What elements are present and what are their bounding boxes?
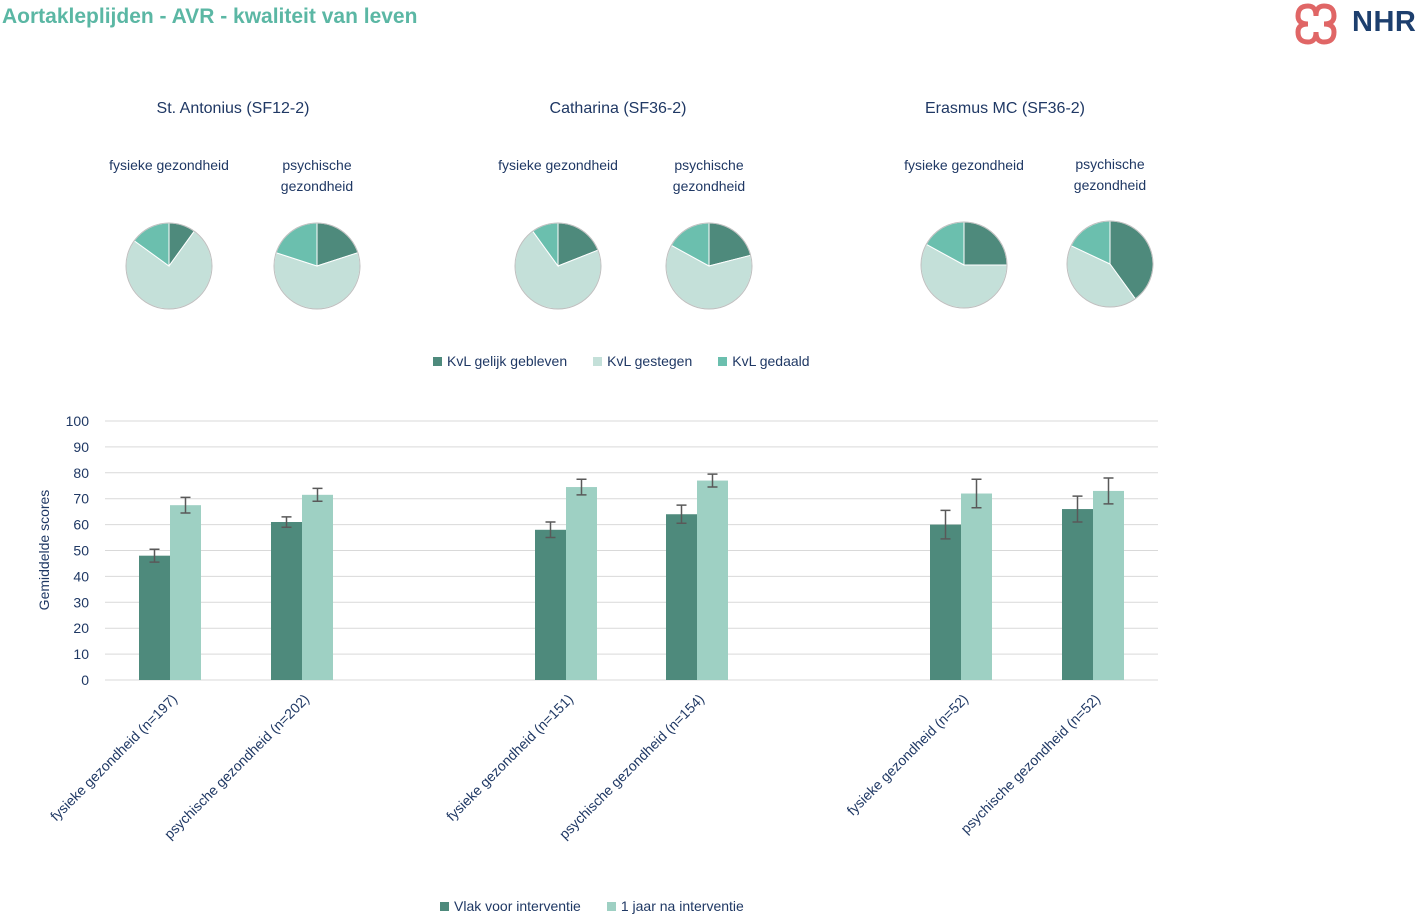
legend-label: KvL gedaald — [732, 353, 810, 369]
logo-text: NHR — [1352, 6, 1417, 38]
y-tick-label: 20 — [73, 620, 89, 636]
pie-label: fysieke gezondheid — [904, 157, 1024, 173]
y-tick-label: 10 — [73, 646, 89, 662]
hospital-title-st-antonius: St. Antonius (SF12-2) — [156, 100, 310, 117]
bar-na — [302, 494, 333, 680]
pie-label: psychische gezondheid — [1073, 156, 1147, 193]
y-tick-label: 30 — [73, 594, 89, 610]
bar-na — [170, 505, 201, 680]
y-tick-label: 60 — [73, 517, 89, 533]
pie-label: fysieke gezondheid — [109, 157, 229, 173]
y-tick-label: 90 — [73, 439, 89, 455]
legend-label: 1 jaar na interventie — [620, 898, 744, 914]
x-tick-label: psychische gezondheid (n=154) — [556, 691, 707, 842]
bar-na — [566, 487, 597, 680]
pie-outline — [514, 222, 602, 310]
error-bar — [576, 478, 587, 496]
bar-na — [697, 480, 728, 680]
error-bar — [676, 504, 687, 525]
error-bar — [1103, 477, 1114, 505]
pie-label: psychische gezondheid — [280, 157, 354, 194]
error-bar — [281, 516, 292, 528]
hospital-title-catharina: Catharina (SF36-2) — [549, 100, 687, 117]
pie-outline — [125, 222, 213, 310]
pie-outline — [1066, 220, 1154, 308]
error-bar — [312, 487, 323, 503]
error-bar — [545, 521, 556, 539]
error-bar — [971, 478, 982, 509]
y-tick-label: 50 — [73, 543, 89, 559]
bar-na — [961, 493, 992, 680]
y-axis-label: Gemiddelde scores — [36, 490, 52, 611]
bar-legend: Vlak voor interventie 1 jaar na interven… — [440, 898, 770, 914]
pie-label: psychische gezondheid — [672, 157, 746, 194]
pie-outline — [273, 222, 361, 310]
error-bar — [940, 509, 951, 540]
y-tick-label: 40 — [73, 568, 89, 584]
y-tick-label: 0 — [81, 672, 89, 688]
pie-label: fysieke gezondheid — [498, 157, 618, 173]
nhr-logo — [1295, 3, 1337, 45]
y-tick-label: 70 — [73, 491, 89, 507]
x-tick-label: psychische gezondheid (n=202) — [161, 691, 312, 842]
bar-voor — [271, 522, 302, 680]
error-bar — [149, 548, 160, 563]
pie-outline — [665, 222, 753, 310]
legend-swatch-voor — [440, 901, 449, 911]
legend-swatch-na — [606, 901, 616, 911]
bar-voor — [535, 529, 566, 680]
legend-swatch-gedaald — [718, 356, 728, 366]
error-bar — [1072, 495, 1083, 523]
legend-label: Vlak voor interventie — [454, 898, 581, 914]
legend-swatch-gestegen — [593, 356, 603, 366]
page-title: Aortakleplijden - AVR - kwaliteit van le… — [2, 5, 418, 28]
pie-charts — [125, 220, 1154, 310]
x-tick-label: fysieke gezondheid (n=52) — [843, 691, 971, 819]
legend-label: KvL gelijk gebleven — [447, 353, 568, 369]
error-bar — [707, 473, 718, 488]
y-tick-label: 80 — [73, 465, 89, 481]
x-tick-label: psychische gezondheid (n=52) — [957, 691, 1103, 837]
legend-label: KvL gestegen — [607, 353, 693, 369]
bar-voor — [139, 555, 170, 680]
error-bar — [180, 496, 191, 514]
x-tick-label: fysieke gezondheid (n=151) — [443, 691, 576, 824]
pie-outline — [920, 221, 1008, 309]
bar-na — [1093, 490, 1124, 680]
y-tick-label: 100 — [66, 413, 90, 429]
hospital-title-erasmus: Erasmus MC (SF36-2) — [924, 100, 1086, 117]
pie-legend: KvL gelijk gebleven KvL gestegen KvL ged… — [433, 353, 836, 369]
x-tick-label: fysieke gezondheid (n=197) — [47, 691, 180, 824]
bar-voor — [666, 514, 697, 680]
legend-swatch-gelijk — [433, 356, 442, 366]
bar-voor — [1062, 509, 1093, 680]
nhr-cross-logo-icon — [1295, 3, 1337, 45]
bar-voor — [930, 524, 961, 680]
